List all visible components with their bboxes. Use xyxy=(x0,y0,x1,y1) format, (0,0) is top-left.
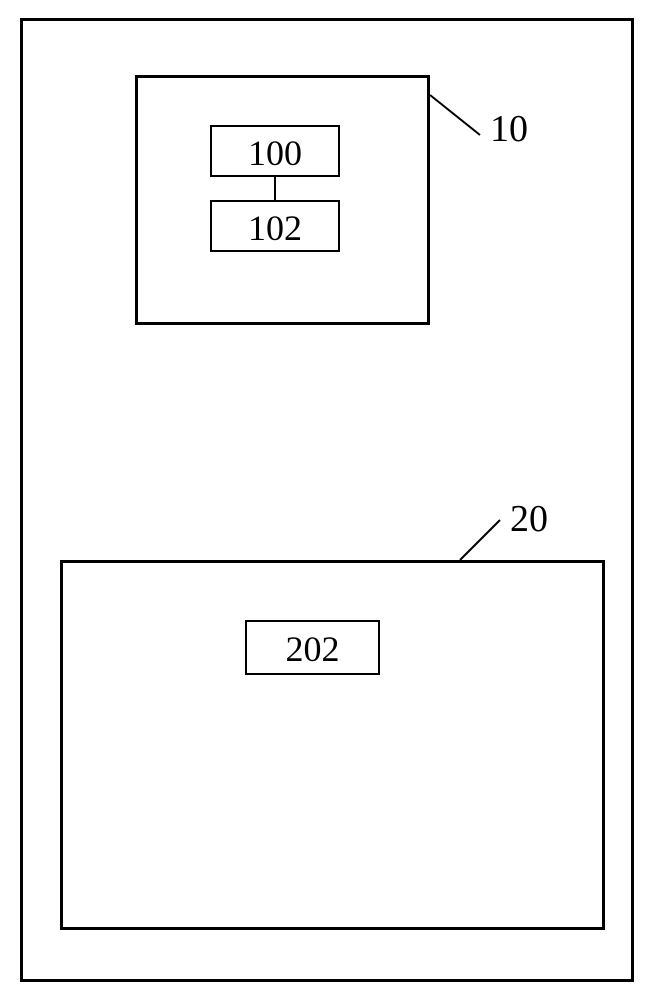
label-20: 20 xyxy=(510,500,548,538)
diagram-canvas: 10 100 102 20 202 xyxy=(0,0,654,1000)
node-202-label: 202 xyxy=(247,622,378,677)
node-102-label: 102 xyxy=(212,202,338,254)
connector-100-102 xyxy=(274,177,276,200)
node-100: 100 xyxy=(210,125,340,177)
label-10: 10 xyxy=(490,110,528,148)
block-20 xyxy=(60,560,605,930)
node-100-label: 100 xyxy=(212,127,338,179)
node-202: 202 xyxy=(245,620,380,675)
node-102: 102 xyxy=(210,200,340,252)
